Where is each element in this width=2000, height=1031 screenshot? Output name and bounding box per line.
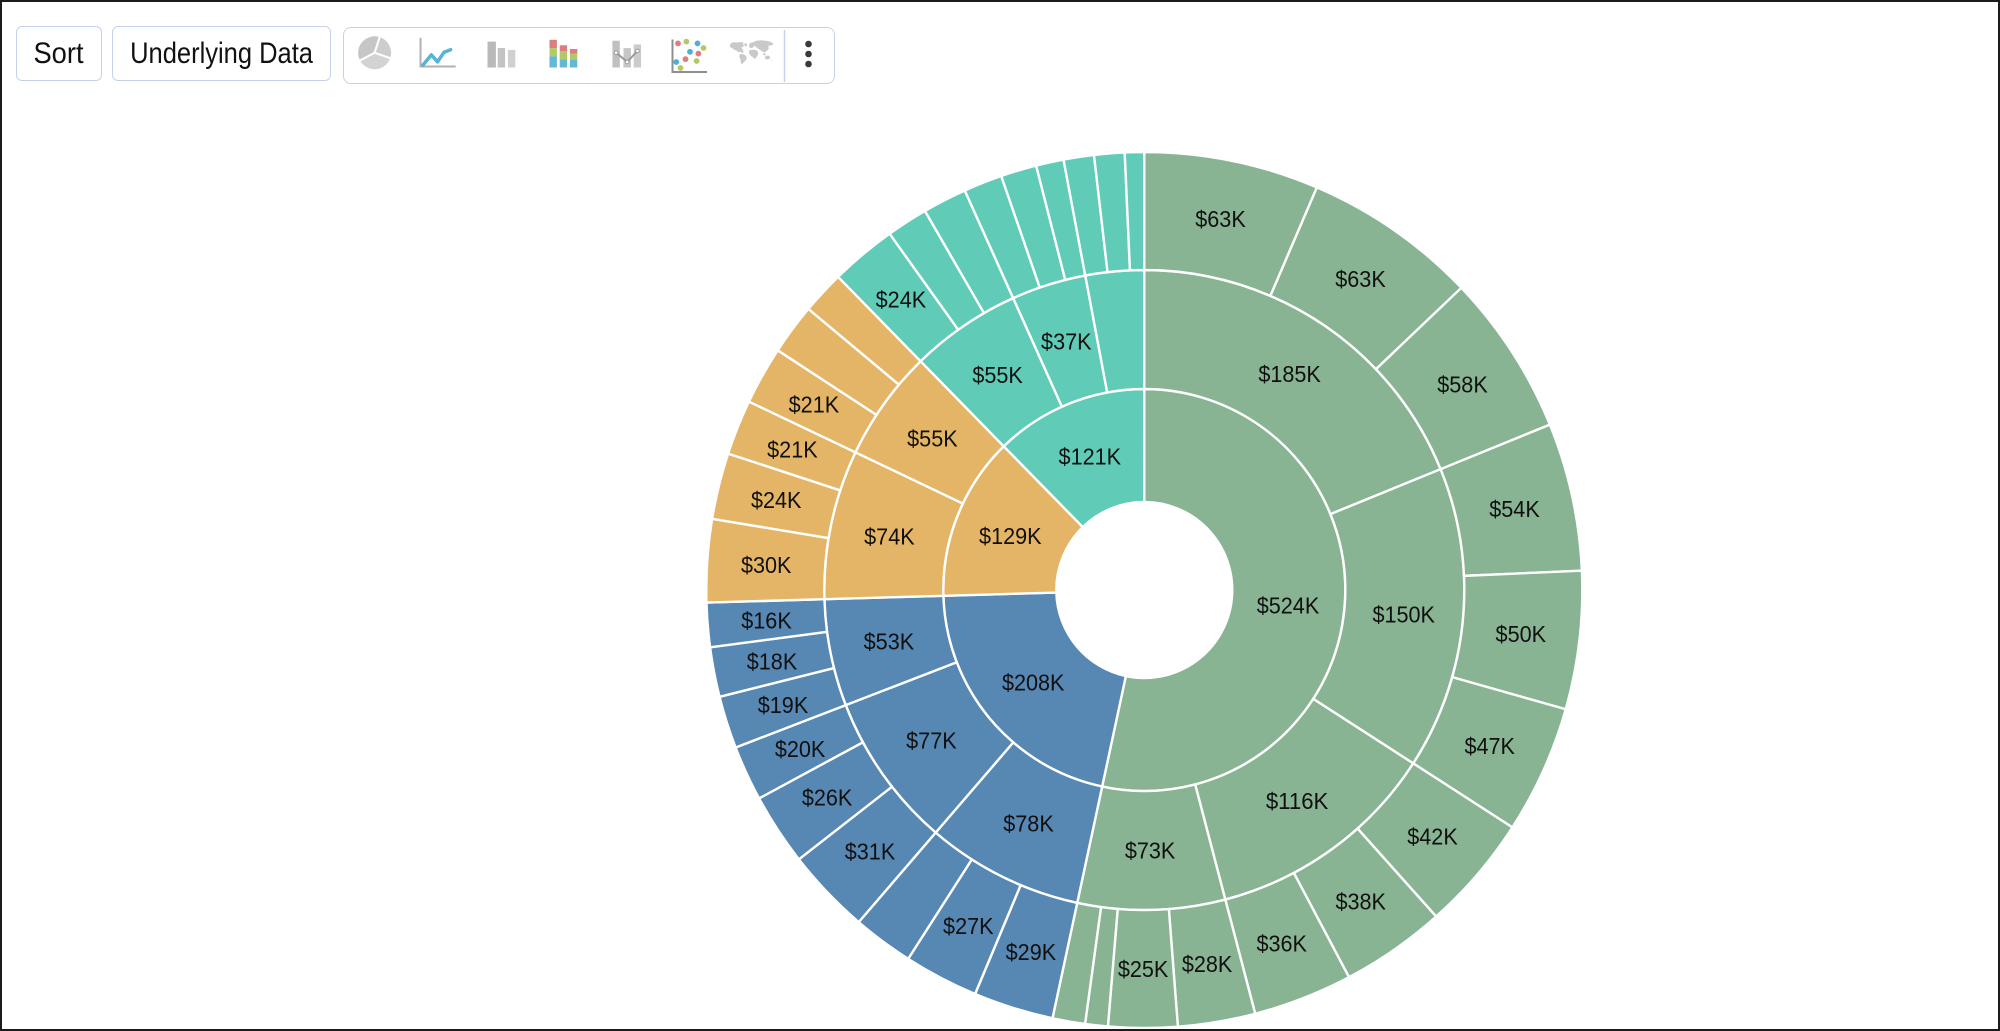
svg-text:$42K: $42K: [1407, 823, 1458, 849]
svg-text:$30K: $30K: [741, 552, 792, 578]
svg-text:$116K: $116K: [1266, 788, 1329, 814]
svg-text:$25K: $25K: [1118, 956, 1169, 982]
svg-text:$150K: $150K: [1372, 601, 1435, 627]
svg-text:$18K: $18K: [747, 648, 798, 674]
svg-text:$129K: $129K: [979, 523, 1042, 549]
svg-text:$55K: $55K: [907, 426, 958, 452]
svg-text:$55K: $55K: [972, 362, 1023, 388]
svg-text:$77K: $77K: [906, 727, 957, 753]
svg-text:$78K: $78K: [1003, 811, 1054, 837]
svg-text:$47K: $47K: [1464, 733, 1515, 759]
svg-text:$50K: $50K: [1496, 621, 1547, 647]
svg-text:$74K: $74K: [864, 523, 915, 549]
svg-text:$24K: $24K: [876, 287, 927, 313]
svg-text:$53K: $53K: [864, 629, 915, 655]
svg-text:$73K: $73K: [1125, 838, 1176, 864]
svg-text:$16K: $16K: [741, 608, 792, 634]
svg-text:$21K: $21K: [789, 392, 840, 418]
svg-text:$58K: $58K: [1437, 371, 1488, 397]
svg-text:$38K: $38K: [1335, 888, 1386, 914]
svg-text:$54K: $54K: [1489, 496, 1540, 522]
svg-text:$19K: $19K: [758, 692, 809, 718]
svg-text:$524K: $524K: [1257, 592, 1320, 618]
svg-text:$63K: $63K: [1195, 206, 1246, 232]
svg-text:$208K: $208K: [1002, 670, 1065, 696]
svg-text:$37K: $37K: [1041, 329, 1092, 355]
svg-text:$121K: $121K: [1059, 443, 1122, 469]
svg-text:$20K: $20K: [775, 736, 826, 762]
svg-text:$31K: $31K: [845, 839, 896, 865]
svg-text:$36K: $36K: [1256, 930, 1307, 956]
svg-text:$24K: $24K: [751, 487, 802, 513]
svg-text:$26K: $26K: [802, 785, 853, 811]
svg-text:$21K: $21K: [767, 436, 818, 462]
svg-text:$28K: $28K: [1182, 951, 1233, 977]
svg-text:$29K: $29K: [1006, 939, 1057, 965]
svg-text:$27K: $27K: [943, 913, 994, 939]
svg-text:$185K: $185K: [1258, 361, 1321, 387]
svg-text:$63K: $63K: [1335, 266, 1386, 292]
